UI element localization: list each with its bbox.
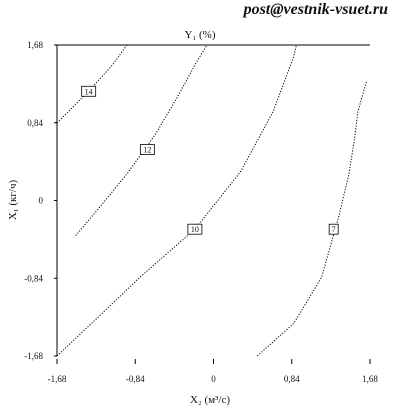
- axes: -1,68 -0,84 0 0,84 1,68 1,68 0,84 0 -0,84 -1,68: [24, 40, 378, 384]
- contour-labels: 14 12 10 7: [81, 85, 339, 235]
- contour-label-box: [187, 223, 203, 235]
- x-tick-label: 0: [211, 374, 216, 384]
- contour-line-10: [56, 44, 297, 357]
- y-tick-label: 0,84: [27, 118, 43, 128]
- chart-title: Y₁ (%): [184, 29, 216, 41]
- contour-line-12: [75, 44, 208, 237]
- x-tick-label: 1,68: [362, 374, 378, 384]
- contour-lines: [56, 44, 367, 357]
- x-axis-title: X₂ (м³/с): [189, 394, 231, 406]
- contour-label-12: 12: [143, 146, 151, 155]
- contour-label-box: [139, 144, 155, 155]
- y-tick-label: -0,84: [24, 273, 43, 283]
- y-tick-label: -1,68: [24, 351, 43, 361]
- contour-label-14: 14: [85, 87, 93, 96]
- contour-label-box: [328, 223, 339, 235]
- x-tick-label: -1,68: [48, 374, 67, 384]
- header-email: post@vestnik-vsuet.ru: [243, 1, 388, 18]
- x-tick-label: 0,84: [284, 374, 300, 384]
- contour-line-7: [256, 81, 367, 357]
- x-tick-label: -0,84: [126, 374, 145, 384]
- y-tick-label: 0: [39, 196, 44, 206]
- contour-label-box: [81, 85, 97, 97]
- y-tick-label: 1,68: [27, 40, 43, 50]
- contour-label-10: 10: [191, 225, 199, 234]
- contour-label-7: 7: [332, 225, 336, 234]
- contour-line-14: [56, 44, 128, 124]
